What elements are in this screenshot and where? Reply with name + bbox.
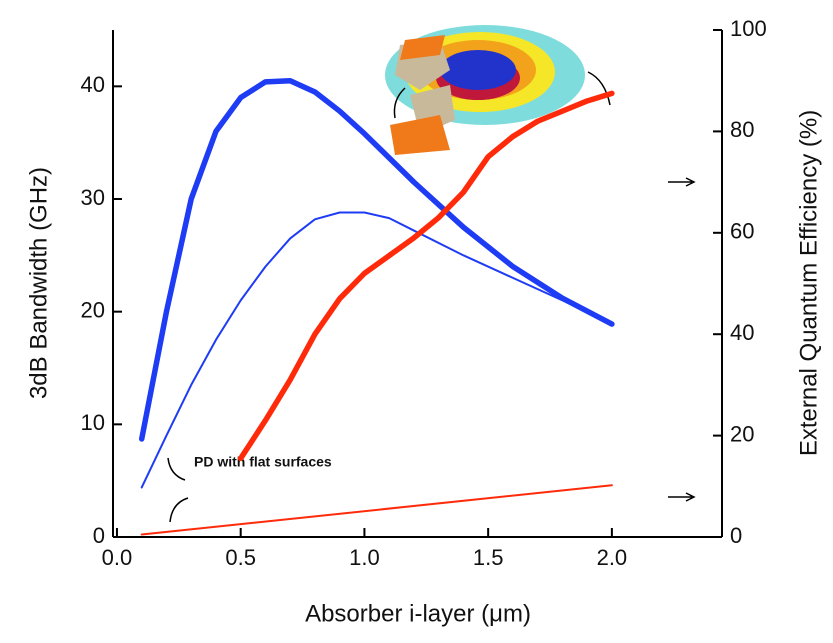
data-line (138, 77, 615, 442)
axis-arrow (668, 492, 696, 502)
x-tick-label: 0.0 (102, 545, 133, 570)
y-axis-label: 3dB Bandwidth (GHz) (25, 167, 52, 399)
x-tick-label: 1.0 (349, 545, 380, 570)
annotation-arrow (169, 497, 189, 523)
x-tick-label: 0.5 (225, 545, 256, 570)
axis-arrow (668, 177, 696, 187)
y-tick-label: 40 (81, 72, 105, 97)
y2-tick-label: 60 (730, 219, 754, 244)
data-line (237, 90, 615, 462)
y2-tick-label: 100 (730, 16, 767, 41)
data-line (140, 211, 613, 489)
x-axis-label: Absorber i-layer (μm) (305, 600, 531, 627)
y-tick-label: 30 (81, 185, 105, 210)
y2-tick-label: 40 (730, 320, 754, 345)
y-tick-label: 20 (81, 297, 105, 322)
y-tick-label: 10 (81, 410, 105, 435)
y2-tick-label: 20 (730, 421, 754, 446)
y2-axis-label: External Quantum Efficiency (%) (795, 110, 822, 456)
annotation-arrow (167, 457, 186, 481)
inset-device (385, 25, 611, 155)
y2-tick-label: 80 (730, 117, 754, 142)
y-tick-label: 0 (93, 523, 105, 548)
annotation: PD with flat surfaces (194, 454, 332, 470)
data-line (140, 484, 613, 536)
x-tick-label: 2.0 (597, 545, 628, 570)
y2-tick-label: 0 (730, 523, 742, 548)
x-tick-label: 1.5 (473, 545, 504, 570)
